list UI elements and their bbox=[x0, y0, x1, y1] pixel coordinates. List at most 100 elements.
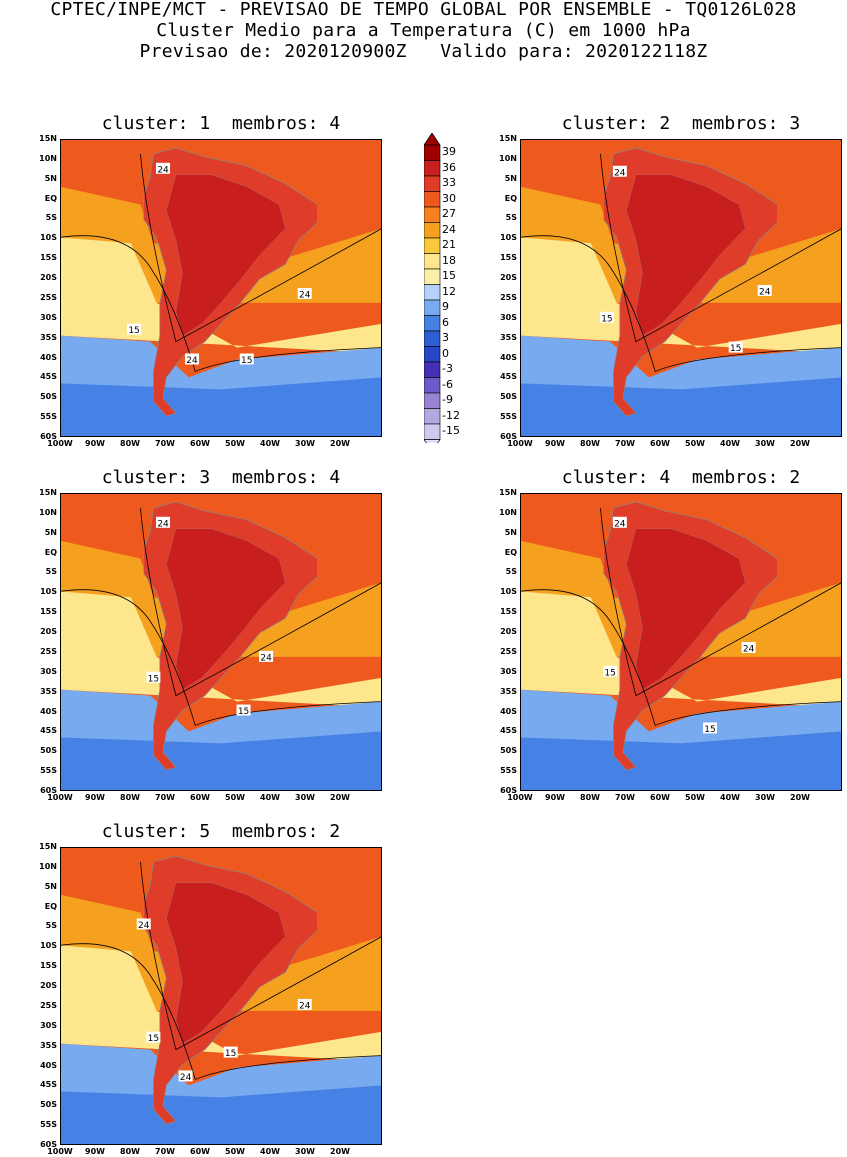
contour-label-bg bbox=[136, 918, 151, 930]
latitude-label: 5N bbox=[504, 527, 517, 537]
latitude-label: 25S bbox=[500, 646, 517, 656]
ocean-coldest-zone bbox=[520, 731, 842, 791]
contour-label-bg bbox=[297, 998, 312, 1010]
ocean-coldest-zone bbox=[520, 377, 842, 437]
latitude-label: 50S bbox=[40, 392, 57, 402]
map-panel-2: 24 24 15 15 bbox=[520, 139, 842, 437]
latitude-label: 15S bbox=[500, 607, 517, 617]
latitude-label: 25S bbox=[40, 1000, 57, 1010]
legend-value: -15 bbox=[442, 424, 460, 437]
latitude-label: 35S bbox=[40, 686, 57, 696]
latitude-label: 15N bbox=[39, 134, 57, 143]
longitude-label: 30W bbox=[755, 439, 775, 448]
latitude-label: 60S bbox=[40, 786, 57, 795]
panel-1-title: cluster: 1 membros: 4 bbox=[101, 113, 341, 134]
contour-label: 24 bbox=[260, 653, 272, 663]
contour-label: 24 bbox=[614, 168, 626, 178]
latitude-label: 5S bbox=[505, 567, 517, 577]
longitude-label: 70W bbox=[155, 439, 175, 448]
legend-swatch bbox=[424, 191, 441, 208]
latitude-label: 30S bbox=[40, 312, 57, 322]
contour-label: 15 bbox=[241, 356, 252, 366]
latitude-label: 10N bbox=[39, 507, 57, 517]
legend-swatch bbox=[424, 237, 441, 254]
longitude-label: 40W bbox=[260, 439, 280, 448]
latitude-label: 50S bbox=[40, 746, 57, 756]
legend-value: 27 bbox=[442, 207, 456, 220]
latitude-label: EQ bbox=[44, 901, 57, 911]
latitude-label: 10N bbox=[39, 153, 57, 163]
header-title-line-2: Cluster Medio para a Temperatura (C) em … bbox=[156, 20, 691, 41]
longitude-label: 100W bbox=[507, 439, 533, 448]
longitude-label: 30W bbox=[295, 1147, 315, 1156]
longitude-label: 40W bbox=[260, 793, 280, 802]
latitude-label: 40S bbox=[40, 706, 57, 716]
legend-value: 3 bbox=[442, 331, 449, 344]
latitude-label: 10S bbox=[40, 233, 57, 243]
latitude-label: 10N bbox=[499, 153, 517, 163]
latitude-label: 35S bbox=[500, 686, 517, 696]
longitude-label: 80W bbox=[120, 793, 140, 802]
longitude-label: 60W bbox=[190, 1147, 210, 1156]
latitude-label: 55S bbox=[500, 412, 517, 422]
longitude-label: 100W bbox=[47, 1147, 73, 1156]
hot-interior-zone bbox=[166, 882, 286, 1045]
longitude-label: 90W bbox=[85, 793, 105, 802]
longitude-label: 20W bbox=[330, 793, 350, 802]
ocean-coldest-zone bbox=[60, 731, 382, 791]
legend-swatch bbox=[424, 377, 441, 394]
latitude-label: 5N bbox=[504, 173, 517, 183]
contour-label: 15 bbox=[128, 326, 139, 336]
contour-label: 15 bbox=[730, 344, 741, 354]
latitude-label: EQ bbox=[44, 193, 57, 203]
latitude-label: 45S bbox=[40, 726, 57, 736]
contour-label: 15 bbox=[148, 674, 159, 684]
latitude-label: 10N bbox=[499, 507, 517, 517]
contour-label-bg bbox=[603, 665, 618, 677]
latitude-label: 20S bbox=[40, 273, 57, 283]
legend-swatch bbox=[424, 144, 441, 161]
legend-value: -6 bbox=[442, 377, 453, 391]
map-frame bbox=[60, 847, 382, 1145]
longitude-label: 60W bbox=[650, 793, 670, 802]
latitude-label: 15N bbox=[39, 488, 57, 497]
contour-label: 24 bbox=[299, 1001, 311, 1011]
color-legend bbox=[424, 133, 441, 443]
contour-label-bg bbox=[702, 722, 717, 734]
ocean-cool-zone bbox=[60, 591, 382, 708]
latitude-label: 40S bbox=[500, 706, 517, 716]
contour-label: 15 bbox=[148, 1034, 159, 1044]
contour-label: 24 bbox=[138, 921, 150, 931]
latitude-label: 10S bbox=[500, 233, 517, 243]
latitude-label: 55S bbox=[40, 1120, 57, 1130]
latitude-label: 5N bbox=[44, 173, 57, 183]
contour-label: 24 bbox=[186, 356, 198, 366]
longitude-label: 30W bbox=[295, 439, 315, 448]
legend-swatch bbox=[424, 315, 441, 332]
latitude-label: 15N bbox=[499, 134, 517, 143]
longitude-label: 20W bbox=[330, 1147, 350, 1156]
longitude-label: 50W bbox=[685, 793, 705, 802]
latitude-label: 15S bbox=[40, 961, 57, 971]
longitude-label: 50W bbox=[225, 793, 245, 802]
map-frame bbox=[520, 493, 842, 791]
contour-label: 24 bbox=[157, 519, 169, 529]
map-panel-1: 24 24 24 15 15 bbox=[60, 139, 382, 437]
legend-value: -9 bbox=[442, 393, 453, 406]
longitude-label: 60W bbox=[190, 439, 210, 448]
latitude-label: 40S bbox=[40, 352, 57, 362]
legend-value: 33 bbox=[442, 176, 456, 189]
contour-label-bg bbox=[185, 353, 200, 365]
latitude-label: 10S bbox=[500, 587, 517, 597]
legend-swatch bbox=[424, 160, 441, 177]
latitude-label: 5S bbox=[45, 567, 57, 577]
panel-3-title: cluster: 3 membros: 4 bbox=[101, 467, 341, 488]
contour-label-bg bbox=[741, 641, 756, 653]
legend-swatch bbox=[424, 423, 441, 440]
latitude-label: 15S bbox=[40, 253, 57, 263]
panel-4-title: cluster: 4 membros: 2 bbox=[561, 467, 801, 488]
latitude-label: EQ bbox=[504, 547, 517, 557]
ocean-coldest-zone bbox=[60, 1085, 382, 1145]
latitude-label: 25S bbox=[40, 646, 57, 656]
contour-label: 24 bbox=[299, 290, 311, 300]
